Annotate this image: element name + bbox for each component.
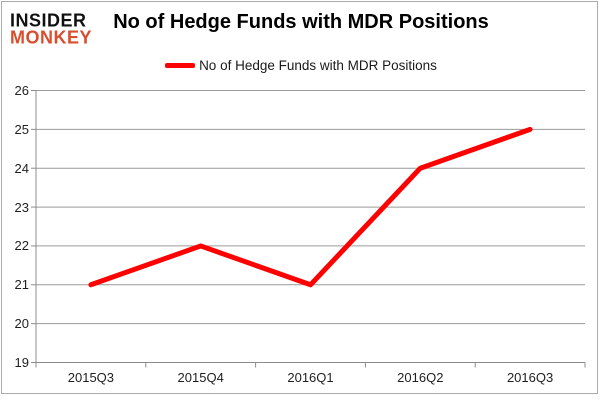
x-axis-tick-label: 2015Q3 bbox=[67, 370, 115, 385]
x-axis-tick-label: 2016Q2 bbox=[397, 370, 444, 385]
y-axis-tick-label: 24 bbox=[14, 160, 29, 176]
x-axis-tick-label: 2016Q3 bbox=[506, 370, 554, 385]
y-axis-tick-label: 26 bbox=[14, 83, 29, 98]
legend-line-marker bbox=[165, 62, 196, 68]
y-axis-tick-label: 21 bbox=[14, 277, 29, 293]
insider-monkey-logo: INSIDER MONKEY bbox=[10, 9, 93, 48]
y-axis-tick-label: 20 bbox=[14, 316, 29, 332]
y-axis-tick-label: 19 bbox=[14, 355, 29, 370]
logo-insider-text: INSIDER bbox=[10, 9, 87, 31]
y-axis-tick-label: 23 bbox=[14, 199, 29, 215]
series-line bbox=[88, 126, 533, 288]
chart-title: No of Hedge Funds with MDR Positions bbox=[113, 11, 489, 33]
y-axis-tick-label: 25 bbox=[14, 121, 29, 137]
x-axis-tick-label: 2016Q1 bbox=[287, 370, 334, 385]
legend-label: No of Hedge Funds with MDR Positions bbox=[199, 57, 437, 73]
legend: No of Hedge Funds with MDR Positions bbox=[0, 57, 602, 73]
y-axis-tick-label: 22 bbox=[14, 238, 29, 254]
x-axis-tick-label: 2015Q4 bbox=[177, 370, 224, 385]
logo-monkey-text: MONKEY bbox=[10, 26, 93, 48]
